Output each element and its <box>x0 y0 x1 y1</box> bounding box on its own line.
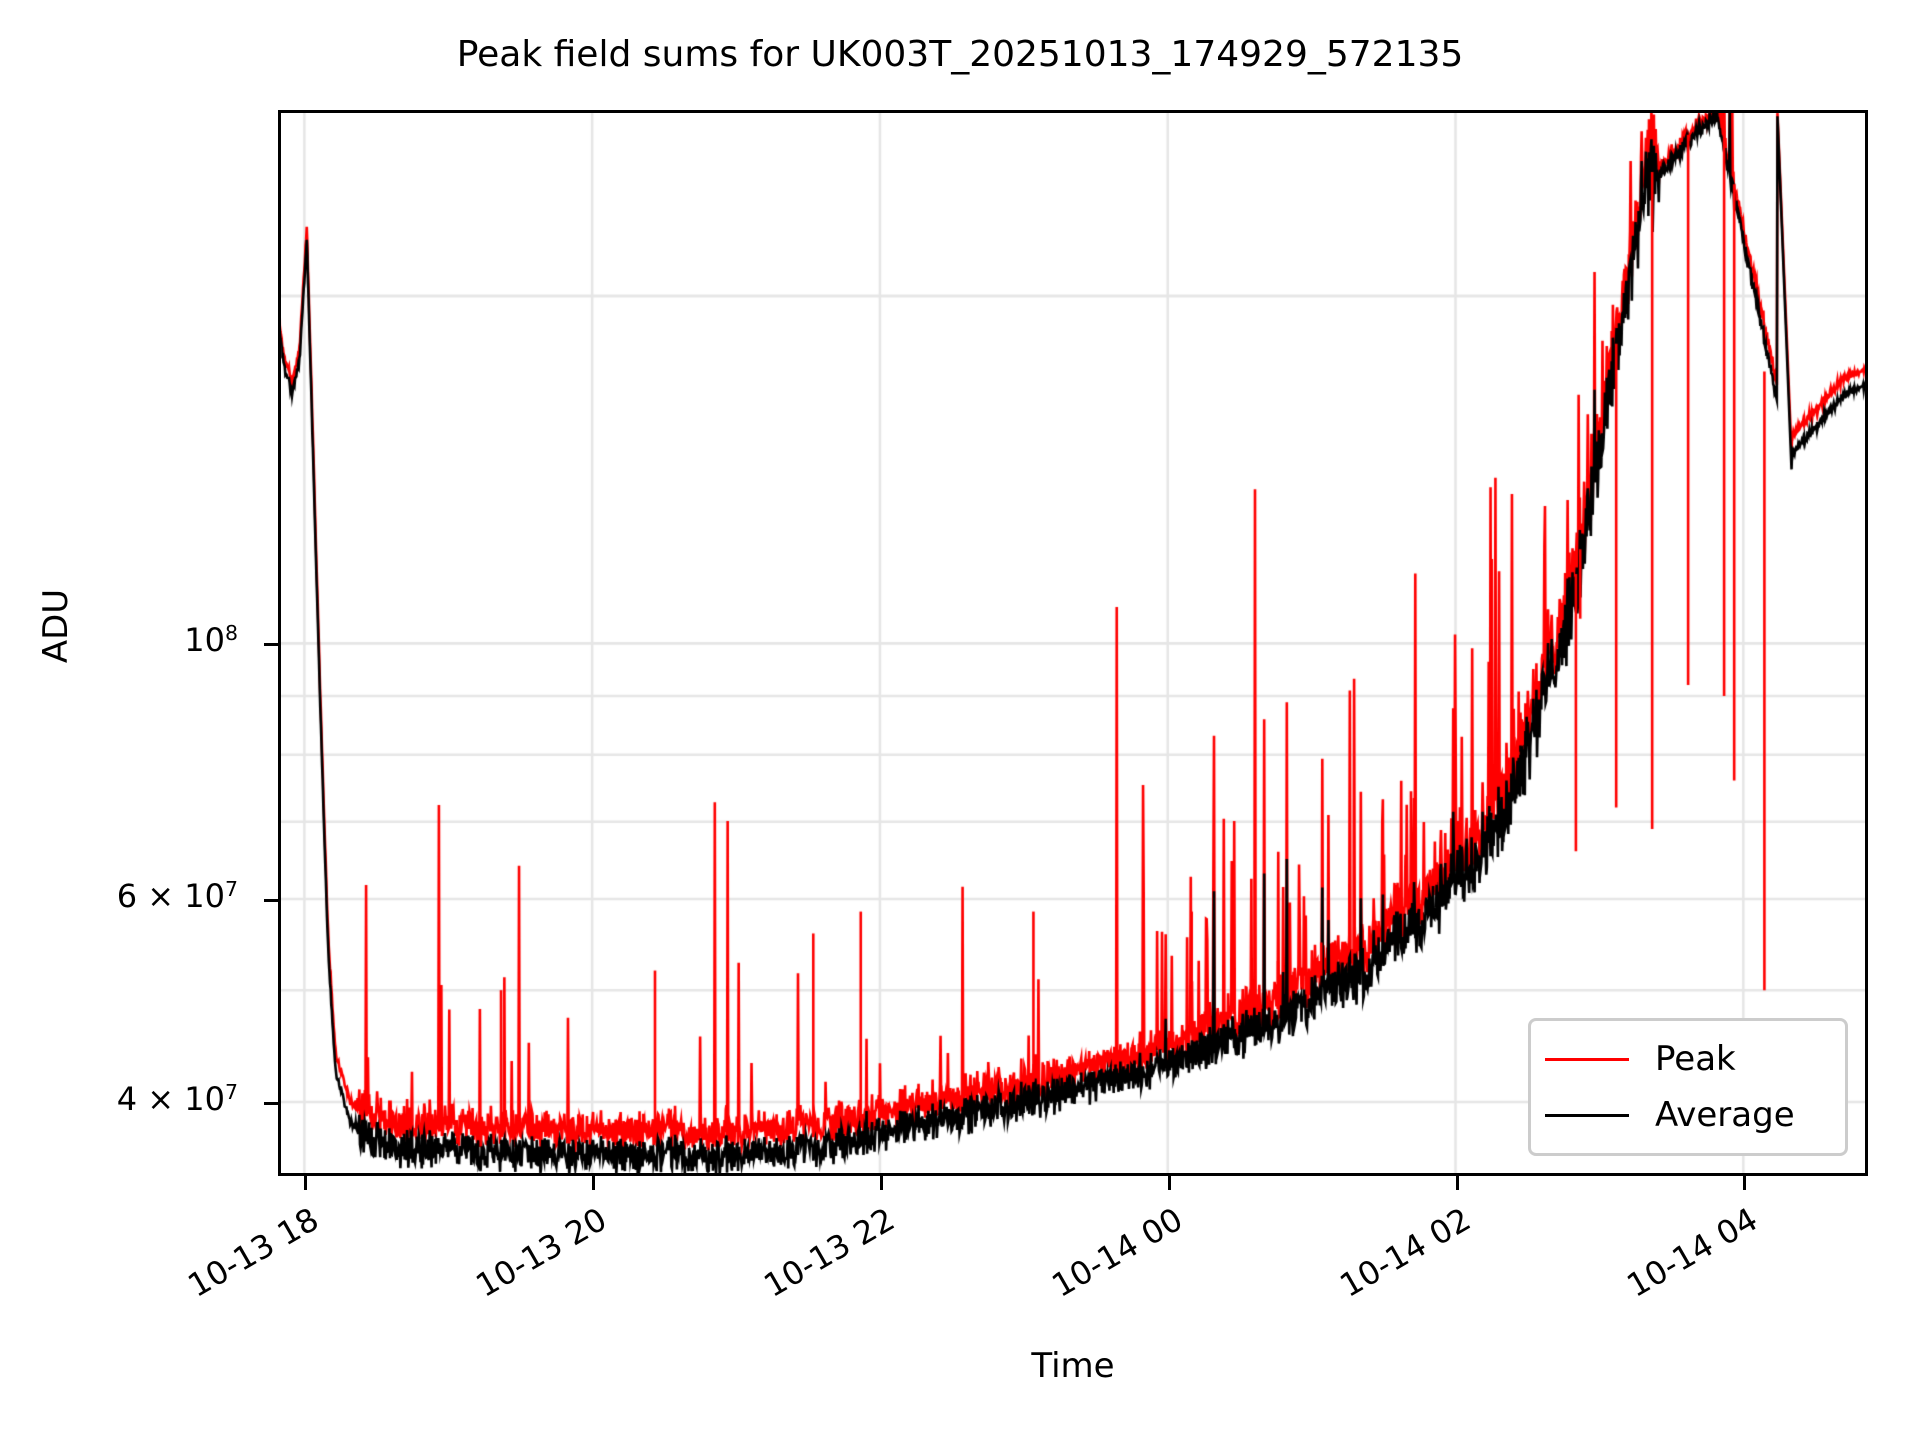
legend-label-peak: Peak <box>1655 1039 1736 1079</box>
legend-item-average[interactable]: Average <box>1545 1087 1831 1143</box>
y-tick-0: 108 <box>0 621 238 661</box>
x-tick-mark <box>1167 1176 1171 1190</box>
x-tick-label: 10-14 02 <box>1332 1200 1477 1305</box>
legend-label-average: Average <box>1655 1095 1795 1135</box>
legend-item-peak[interactable]: Peak <box>1545 1031 1831 1087</box>
y-tick-label: 4 × 107 <box>116 1079 238 1118</box>
x-tick-mark <box>1455 1176 1459 1190</box>
x-tick-mark <box>1743 1176 1747 1190</box>
x-tick-mark <box>304 1176 308 1190</box>
y-tick-2: 4 × 107 <box>0 1080 238 1120</box>
plot-area[interactable] <box>278 110 1868 1176</box>
chart-legend[interactable]: Peak Average <box>1528 1018 1848 1156</box>
x-tick-mark <box>592 1176 596 1190</box>
x-tick-label: 10-13 22 <box>757 1200 901 1305</box>
chart-title: Peak field sums for UK003T_20251013_1749… <box>456 34 1464 75</box>
x-tick-label: 10-13 20 <box>469 1200 614 1305</box>
x-tick-mark <box>879 1176 883 1190</box>
y-tick-mark <box>264 898 278 902</box>
y-tick-mark <box>264 1101 278 1105</box>
x-tick-label: 10-13 18 <box>181 1200 326 1305</box>
y-tick-mark <box>264 643 278 647</box>
legend-swatch-peak <box>1545 1057 1629 1061</box>
y-tick-1: 6 × 107 <box>0 877 238 917</box>
legend-swatch-average <box>1545 1113 1629 1117</box>
y-tick-label: 108 <box>184 621 238 660</box>
x-tick-label: 10-14 04 <box>1620 1200 1765 1305</box>
x-tick-label: 10-14 00 <box>1045 1200 1189 1305</box>
y-tick-label: 6 × 107 <box>116 876 238 915</box>
x-axis-label: Time <box>1031 1346 1115 1386</box>
